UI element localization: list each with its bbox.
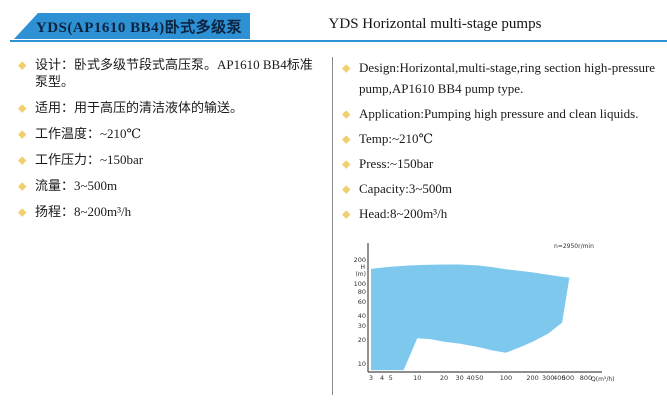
spec-item-zh: ◆ 流量：3~500m — [18, 177, 324, 194]
spec-list-zh: ◆ 设计：卧式多级节段式高压泵。AP1610 BB4标准泵型。 ◆ 适用：用于高… — [18, 56, 324, 229]
spec-item-zh-text: 流量：3~500m — [35, 178, 118, 193]
x-tick-label: 4 — [380, 374, 384, 382]
spec-item-en-text: Press:~150bar — [359, 156, 434, 171]
x-tick-label: 3 — [369, 374, 373, 382]
y-axis-label-unit: (m) — [355, 271, 366, 278]
x-tick-label: 40 — [467, 374, 475, 382]
page-title-en: YDS Horizontal multi-stage pumps — [328, 16, 542, 32]
y-tick-label: 80 — [358, 288, 366, 296]
page-title-zh: YDS(AP1610 BB4)卧式多级泵 — [35, 19, 243, 36]
pump-performance-chart: 3 4 5 10 20 30 40 50 100 200 300 400 500 800 10 20 30 40 6… — [350, 238, 665, 402]
spec-item-en: ◆ Capacity:3~500m — [342, 178, 660, 199]
diamond-bullet-icon: ◆ — [18, 58, 27, 72]
speed-annotation: n=2950r/min — [554, 243, 594, 250]
spec-item-zh: ◆ 设计：卧式多级节段式高压泵。AP1610 BB4标准泵型。 — [18, 56, 324, 90]
spec-item-en-text: Application:Pumping high pressure and cl… — [359, 106, 639, 121]
diamond-bullet-icon: ◆ — [18, 127, 27, 141]
spec-item-en-text: Capacity:3~500m — [359, 181, 452, 196]
diamond-bullet-icon: ◆ — [342, 182, 351, 196]
spec-item-en: ◆ Press:~150bar — [342, 153, 660, 174]
spec-item-zh-text: 扬程：8~200m³/h — [35, 204, 132, 219]
x-tick-label: 200 — [526, 374, 538, 382]
spec-item-en: ◆ Temp:~210℃ — [342, 128, 660, 149]
diamond-bullet-icon: ◆ — [18, 179, 27, 193]
diamond-bullet-icon: ◆ — [18, 101, 27, 115]
y-tick-label: 200 — [354, 256, 366, 264]
envelope-area — [371, 264, 570, 371]
spec-item-en-text: Design:Horizontal,multi-stage,ring secti… — [359, 60, 656, 96]
spec-item-zh-text: 工作温度：~210℃ — [35, 126, 142, 141]
y-tick-label: 20 — [358, 336, 366, 344]
spec-item-zh-text: 设计：卧式多级节段式高压泵。AP1610 BB4标准泵型。 — [35, 57, 313, 89]
diamond-bullet-icon: ◆ — [18, 153, 27, 167]
spec-list-en: ◆ Design:Horizontal,multi-stage,ring sec… — [342, 57, 660, 228]
y-tick-label: 60 — [358, 298, 366, 306]
diamond-bullet-icon: ◆ — [342, 61, 351, 75]
spec-item-zh: ◆ 工作压力：~150bar — [18, 151, 324, 168]
diamond-bullet-icon: ◆ — [342, 157, 351, 171]
y-tick-label: 10 — [358, 360, 366, 368]
x-tick-label: 800 — [580, 374, 592, 382]
y-tick-label: 30 — [358, 322, 366, 330]
x-tick-label: 100 — [500, 374, 512, 382]
spec-item-en: ◆ Head:8~200m³/h — [342, 203, 660, 224]
header-underline — [10, 40, 667, 42]
spec-item-en-text: Temp:~210℃ — [359, 131, 434, 146]
diamond-bullet-icon: ◆ — [342, 207, 351, 221]
diamond-bullet-icon: ◆ — [342, 132, 351, 146]
diamond-bullet-icon: ◆ — [18, 205, 27, 219]
spec-item-zh-text: 工作压力：~150bar — [35, 152, 144, 167]
spec-item-en: ◆ Design:Horizontal,multi-stage,ring sec… — [342, 57, 660, 99]
diamond-bullet-icon: ◆ — [342, 107, 351, 121]
x-axis-label: Q(m³/h) — [591, 376, 614, 383]
y-axis-label: H — [360, 264, 365, 271]
column-divider — [332, 57, 333, 395]
spec-item-zh: ◆ 工作温度：~210℃ — [18, 125, 324, 142]
x-tick-label: 5 — [389, 374, 393, 382]
y-tick-label: 40 — [358, 312, 366, 320]
spec-item-zh-text: 适用：用于高压的清洁液体的输送。 — [35, 100, 244, 115]
spec-item-zh: ◆ 扬程：8~200m³/h — [18, 203, 324, 220]
spec-item-en-text: Head:8~200m³/h — [359, 206, 448, 221]
x-tick-label: 500 — [562, 374, 574, 382]
spec-item-en: ◆ Application:Pumping high pressure and … — [342, 103, 660, 124]
x-tick-label: 20 — [440, 374, 448, 382]
y-tick-label: 100 — [354, 280, 366, 288]
x-tick-label: 400 — [553, 374, 565, 382]
spec-item-zh: ◆ 适用：用于高压的清洁液体的输送。 — [18, 99, 324, 116]
x-tick-label: 300 — [542, 374, 554, 382]
x-tick-label: 10 — [413, 374, 421, 382]
header-banner: YDS(AP1610 BB4)卧式多级泵 — [14, 13, 250, 39]
x-tick-label: 30 — [455, 374, 463, 382]
x-tick-label: 50 — [475, 374, 483, 382]
